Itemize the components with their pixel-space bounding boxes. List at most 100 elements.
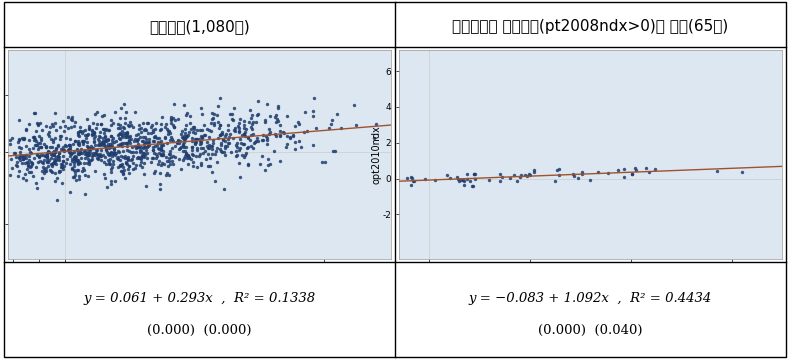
Point <box>197 150 209 156</box>
Point <box>66 156 79 162</box>
Point <box>209 178 221 184</box>
Point <box>104 149 117 155</box>
Point <box>94 142 107 148</box>
Point <box>179 148 191 154</box>
Point <box>233 147 246 153</box>
Point <box>551 167 563 173</box>
Point <box>23 146 36 152</box>
Point <box>261 135 273 141</box>
Point <box>149 132 162 138</box>
Point <box>140 127 152 132</box>
Point <box>35 135 47 141</box>
Point <box>523 172 536 178</box>
Point <box>172 157 185 162</box>
Point <box>254 161 267 167</box>
Point <box>167 138 179 144</box>
Point <box>52 143 65 149</box>
Point <box>58 128 70 134</box>
Point <box>93 138 106 144</box>
Point <box>49 170 62 176</box>
Point <box>219 145 231 150</box>
Point <box>123 148 136 154</box>
Point <box>255 153 268 159</box>
Point <box>112 131 125 136</box>
Point <box>528 169 540 175</box>
Point <box>96 140 108 146</box>
Point <box>453 178 465 183</box>
Point <box>104 150 117 156</box>
Point <box>13 152 26 158</box>
Point <box>229 142 242 148</box>
Point <box>24 164 36 170</box>
Point <box>32 122 44 127</box>
Point <box>20 152 32 158</box>
Point <box>47 148 60 154</box>
Point <box>155 139 167 144</box>
Point <box>73 176 86 182</box>
Point <box>98 143 111 149</box>
Point <box>243 137 256 143</box>
Point <box>118 101 130 107</box>
Point <box>214 132 227 138</box>
Point <box>178 133 190 139</box>
Point <box>90 155 103 161</box>
Point <box>155 146 167 152</box>
Point <box>182 161 194 167</box>
Point <box>195 135 208 141</box>
Point <box>134 155 146 161</box>
Point <box>239 126 252 132</box>
Point <box>261 163 274 168</box>
Point <box>95 121 107 126</box>
Point <box>68 149 81 154</box>
Point <box>48 159 61 164</box>
Point <box>287 133 299 139</box>
Point <box>92 157 104 162</box>
Point <box>72 143 85 148</box>
Point <box>213 126 225 131</box>
Point <box>295 144 307 150</box>
Point <box>164 151 176 157</box>
Point <box>238 141 250 147</box>
Point <box>119 134 132 140</box>
Point <box>167 124 180 130</box>
Point <box>35 145 47 150</box>
Point <box>22 157 35 163</box>
Point <box>60 144 73 149</box>
Point <box>17 157 30 162</box>
Point <box>239 134 251 139</box>
Point <box>86 131 99 137</box>
Point <box>152 146 165 152</box>
Point <box>214 143 227 148</box>
Point <box>310 125 322 131</box>
Point <box>190 140 202 145</box>
Point <box>72 151 85 157</box>
Point <box>11 159 24 165</box>
Point <box>88 129 100 134</box>
Point <box>124 133 137 139</box>
Point <box>52 156 65 162</box>
Point <box>78 149 91 154</box>
Point <box>82 161 95 167</box>
Point <box>212 119 224 125</box>
Point <box>97 152 110 158</box>
Point <box>11 164 24 169</box>
Point <box>102 137 115 143</box>
Point <box>201 145 214 151</box>
Point <box>94 129 107 134</box>
Point <box>32 144 45 150</box>
Point <box>189 140 201 146</box>
Point <box>510 178 523 184</box>
Point <box>137 121 149 126</box>
Point <box>234 116 246 122</box>
Point <box>100 137 112 143</box>
Point <box>260 133 273 139</box>
Point <box>233 160 246 166</box>
Point <box>88 168 101 174</box>
Point <box>576 169 589 175</box>
Point <box>107 146 120 151</box>
Point <box>162 131 175 137</box>
Point <box>154 151 167 157</box>
Point <box>273 122 286 128</box>
Point <box>114 162 126 168</box>
Point <box>105 133 118 139</box>
